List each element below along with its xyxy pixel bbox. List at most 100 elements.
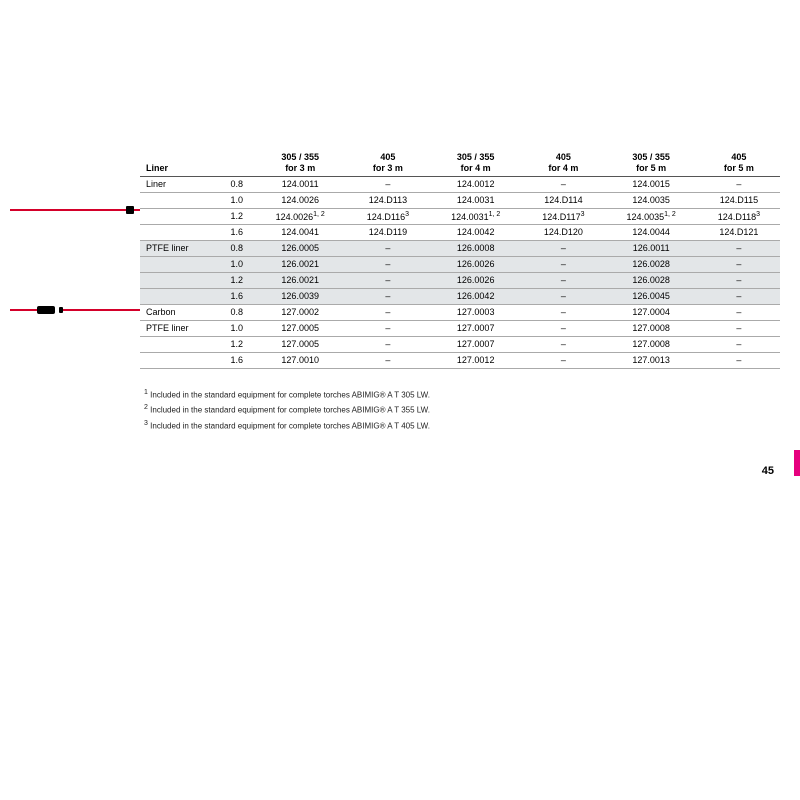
data-cell: – bbox=[522, 288, 604, 304]
data-cell: – bbox=[522, 256, 604, 272]
data-cell: 126.0028 bbox=[604, 256, 697, 272]
table-row: 1.6126.0039–126.0042–126.0045– bbox=[140, 288, 780, 304]
col-0: 305 / 355for 3 m bbox=[253, 150, 346, 176]
data-cell: 124.D114 bbox=[522, 192, 604, 208]
table-row: 1.2127.0005–127.0007–127.0008– bbox=[140, 336, 780, 352]
data-cell: 126.0011 bbox=[604, 240, 697, 256]
data-cell: – bbox=[698, 304, 780, 320]
data-cell: – bbox=[522, 352, 604, 368]
data-cell: 126.0021 bbox=[253, 272, 346, 288]
size-cell: 1.2 bbox=[220, 208, 253, 224]
col-3: 405for 4 m bbox=[522, 150, 604, 176]
table-row: PTFE liner1.0127.0005–127.0007–127.0008– bbox=[140, 320, 780, 336]
data-cell: 124.0041 bbox=[253, 224, 346, 240]
table-row: 1.0126.0021–126.0026–126.0028– bbox=[140, 256, 780, 272]
data-cell: – bbox=[347, 272, 429, 288]
data-cell: 126.0026 bbox=[429, 256, 522, 272]
data-cell: 124.0011 bbox=[253, 176, 346, 192]
group-label: Carbon bbox=[140, 304, 220, 320]
data-cell: 124.00261, 2 bbox=[253, 208, 346, 224]
spec-table-wrap: Liner 305 / 355for 3 m 405for 3 m 305 / … bbox=[140, 150, 780, 433]
data-cell: 124.0031 bbox=[429, 192, 522, 208]
group-label bbox=[140, 256, 220, 272]
data-cell: 127.0004 bbox=[604, 304, 697, 320]
group-label bbox=[140, 224, 220, 240]
data-cell: 127.0008 bbox=[604, 320, 697, 336]
data-cell: – bbox=[698, 288, 780, 304]
data-cell: 124.0012 bbox=[429, 176, 522, 192]
footnote-3: 3 Included in the standard equipment for… bbox=[144, 418, 780, 433]
data-cell: – bbox=[522, 240, 604, 256]
group-label bbox=[140, 336, 220, 352]
data-cell: 127.0012 bbox=[429, 352, 522, 368]
data-cell: – bbox=[522, 336, 604, 352]
data-cell: 124.D1173 bbox=[522, 208, 604, 224]
data-cell: 124.D1183 bbox=[698, 208, 780, 224]
data-cell: 127.0007 bbox=[429, 336, 522, 352]
data-cell: 126.0042 bbox=[429, 288, 522, 304]
size-cell: 0.8 bbox=[220, 240, 253, 256]
size-cell: 1.6 bbox=[220, 352, 253, 368]
data-cell: 127.0010 bbox=[253, 352, 346, 368]
table-row: 1.2126.0021–126.0026–126.0028– bbox=[140, 272, 780, 288]
data-cell: 126.0045 bbox=[604, 288, 697, 304]
data-cell: – bbox=[698, 352, 780, 368]
group-label: Liner bbox=[140, 176, 220, 192]
data-cell: 124.D115 bbox=[698, 192, 780, 208]
group-label bbox=[140, 208, 220, 224]
col-4: 305 / 355for 5 m bbox=[604, 150, 697, 176]
data-cell: – bbox=[698, 256, 780, 272]
data-cell: 127.0008 bbox=[604, 336, 697, 352]
table-row: 1.2124.00261, 2124.D1163124.00311, 2124.… bbox=[140, 208, 780, 224]
size-cell: 1.6 bbox=[220, 224, 253, 240]
data-cell: 124.0042 bbox=[429, 224, 522, 240]
data-cell: – bbox=[698, 320, 780, 336]
data-cell: 127.0013 bbox=[604, 352, 697, 368]
data-cell: 127.0007 bbox=[429, 320, 522, 336]
group-label: PTFE liner bbox=[140, 320, 220, 336]
data-cell: 124.D113 bbox=[347, 192, 429, 208]
data-cell: 126.0021 bbox=[253, 256, 346, 272]
data-cell: 126.0028 bbox=[604, 272, 697, 288]
table-row: 1.6124.0041124.D119124.0042124.D120124.0… bbox=[140, 224, 780, 240]
spec-table: Liner 305 / 355for 3 m 405for 3 m 305 / … bbox=[140, 150, 780, 369]
header-liner: Liner bbox=[140, 150, 220, 176]
group-label bbox=[140, 288, 220, 304]
data-cell: – bbox=[698, 240, 780, 256]
group-label bbox=[140, 272, 220, 288]
group-label: PTFE liner bbox=[140, 240, 220, 256]
data-cell: 127.0003 bbox=[429, 304, 522, 320]
data-cell: – bbox=[347, 304, 429, 320]
liner-illustrations bbox=[10, 150, 140, 320]
footnote-2: 2 Included in the standard equipment for… bbox=[144, 402, 780, 417]
edge-tab bbox=[794, 450, 800, 476]
data-cell: – bbox=[347, 336, 429, 352]
data-cell: 124.D121 bbox=[698, 224, 780, 240]
data-cell: – bbox=[347, 240, 429, 256]
table-row: PTFE liner0.8126.0005–126.0008–126.0011– bbox=[140, 240, 780, 256]
data-cell: 126.0005 bbox=[253, 240, 346, 256]
data-cell: 127.0005 bbox=[253, 336, 346, 352]
data-cell: 126.0026 bbox=[429, 272, 522, 288]
size-cell: 0.8 bbox=[220, 304, 253, 320]
size-cell: 1.6 bbox=[220, 288, 253, 304]
header-row: Liner 305 / 355for 3 m 405for 3 m 305 / … bbox=[140, 150, 780, 176]
data-cell: – bbox=[698, 176, 780, 192]
data-cell: – bbox=[347, 288, 429, 304]
data-cell: 127.0002 bbox=[253, 304, 346, 320]
data-cell: 124.0044 bbox=[604, 224, 697, 240]
table-row: Liner0.8124.0011–124.0012–124.0015– bbox=[140, 176, 780, 192]
data-cell: 127.0005 bbox=[253, 320, 346, 336]
size-cell: 1.0 bbox=[220, 320, 253, 336]
header-size bbox=[220, 150, 253, 176]
data-cell: 124.D120 bbox=[522, 224, 604, 240]
size-cell: 1.2 bbox=[220, 336, 253, 352]
page-number: 45 bbox=[762, 465, 774, 477]
group-label bbox=[140, 192, 220, 208]
col-1: 405for 3 m bbox=[347, 150, 429, 176]
data-cell: 126.0008 bbox=[429, 240, 522, 256]
data-cell: – bbox=[347, 256, 429, 272]
data-cell: 124.D1163 bbox=[347, 208, 429, 224]
data-cell: – bbox=[347, 176, 429, 192]
footnote-1: 1 Included in the standard equipment for… bbox=[144, 387, 780, 402]
